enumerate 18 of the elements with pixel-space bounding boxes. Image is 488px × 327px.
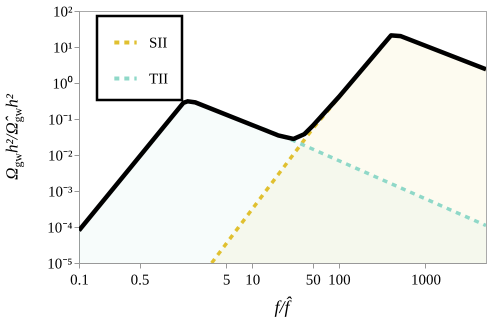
y-tick-label: 10⁻³ [48, 184, 73, 200]
x-axis-title: f/f̂ [274, 297, 290, 318]
x-tick-label: 0.5 [130, 272, 150, 288]
y-tick-label: 10¹ [53, 40, 72, 56]
x-tick-label: 1000 [410, 272, 441, 288]
y-tick-label: 10⁻⁵ [47, 256, 72, 272]
y-tick-label: 10⁻¹ [48, 112, 72, 128]
x-tick-label: 50 [306, 272, 321, 288]
y-tick-label: 10⁰ [52, 76, 72, 92]
x-tick-label: 100 [328, 272, 351, 288]
x-tick-label: 5 [222, 272, 230, 288]
y-tick-label: 10⁻⁴ [47, 220, 72, 236]
y-tick-label: 10² [53, 4, 73, 20]
legend-label: SII [149, 36, 168, 52]
legend-label: TII [149, 72, 168, 88]
y-tick-label: 10⁻² [48, 148, 73, 164]
x-tick-label: 0.1 [70, 272, 89, 288]
x-tick-label: 10 [245, 272, 260, 288]
